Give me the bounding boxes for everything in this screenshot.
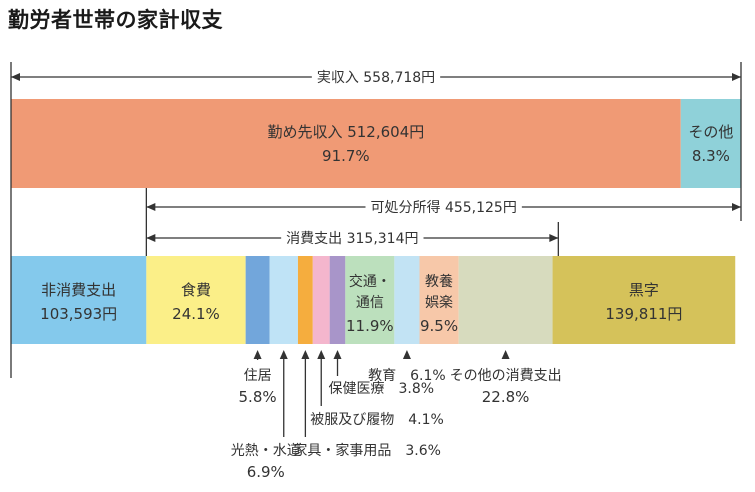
outgo-value-shokuhi: 24.1% <box>172 305 220 323</box>
outgo-label2-kyouraku: 娯楽 <box>425 295 453 311</box>
outgo-percent-kyouraku: 9.5% <box>420 317 458 335</box>
callout-label-sonota_shohi: その他の消費支出 <box>450 368 562 384</box>
income-percent-sonota_income: 8.3% <box>692 147 730 165</box>
outgo-bar-hishohi <box>11 256 147 344</box>
callout-label-jukyo: 住居 <box>244 368 272 384</box>
total-income-arrow-arrow-right <box>732 73 741 81</box>
callout-label-kagu: 家具・家事用品 3.6% <box>293 442 441 459</box>
outgo-bar-kagu <box>297 256 313 344</box>
outgo-label-hishohi: 非消費支出 <box>41 281 116 299</box>
total-income-arrow-label-mask <box>311 69 441 87</box>
income-label-kinmu: 勤め先収入 512,604円 <box>267 123 424 141</box>
callout-percent-kounetsu: 6.9% <box>247 463 285 481</box>
callout-arrow-jukyo <box>253 350 262 359</box>
disposable-income-arrow-arrow-left <box>146 203 156 211</box>
callout-arrow-kyoiku <box>402 350 411 359</box>
outgo-bar-kotsu <box>345 256 395 344</box>
outgo-bar-kuroji <box>552 256 736 344</box>
callout-label-hifuku: 被服及び履物 4.1% <box>310 412 444 428</box>
callout-arrow-sonota_shohi <box>501 350 510 359</box>
callout-label-kyoiku: 教育 6.1% <box>368 368 446 384</box>
outgo-bar-kounetsu <box>269 256 298 344</box>
outgo-bar-jukyo <box>245 256 270 344</box>
disposable-income-arrow-label-mask <box>365 198 522 217</box>
outgo-label-kuroji: 黒字 <box>629 281 659 299</box>
outgo-bar-shokuhi <box>146 256 246 344</box>
callout-arrow-kagu <box>301 350 310 359</box>
outgo-label-shokuhi: 食費 <box>181 281 211 299</box>
outgo-label-kotsu: 交通・ <box>349 273 391 290</box>
callout-percent-jukyo: 5.8% <box>239 388 277 406</box>
consumption-arrow-arrow-right <box>549 234 559 242</box>
total-income-arrow-arrow-left <box>11 73 20 81</box>
outgo-percent-kotsu: 11.9% <box>346 317 394 335</box>
callout-percent-sonota_shohi: 22.8% <box>482 388 530 406</box>
callout-label-kounetsu: 光熱・水道 <box>231 443 301 459</box>
outgo-value-hishohi: 103,593円 <box>40 305 117 323</box>
page-title: 勤労者世帯の家計収支 <box>8 8 223 32</box>
callout-label-hoken: 保健医療 3.8% <box>329 380 435 397</box>
outgo-bar-sonota_shohi <box>458 256 553 344</box>
disposable-income-arrow-label: 可処分所得 455,125円 <box>371 199 517 216</box>
income-percent-kinmu: 91.7% <box>322 147 370 165</box>
income-label-sonota_income: その他 <box>688 123 733 141</box>
consumption-arrow-label-mask <box>281 230 424 248</box>
outgo-bar-kyouraku <box>419 256 459 344</box>
income-bar-kinmu <box>11 99 681 188</box>
consumption-arrow-arrow-left <box>146 234 156 242</box>
consumption-arrow-label: 消費支出 315,314円 <box>286 231 418 247</box>
outgo-bar-kyoiku <box>394 256 420 344</box>
callout-arrow-hoken <box>333 350 342 359</box>
outgo-bar-hifuku <box>312 256 330 344</box>
total-income-arrow-label: 実収入 558,718円 <box>317 70 435 86</box>
income-bar-sonota_income <box>680 99 741 188</box>
outgo-label2-kotsu: 通信 <box>356 295 384 311</box>
disposable-income-arrow-arrow-right <box>732 203 741 211</box>
outgo-bar-hoken <box>329 256 346 344</box>
callout-arrow-kounetsu <box>279 350 288 359</box>
outgo-value-kuroji: 139,811円 <box>605 305 682 323</box>
outgo-label-kyouraku: 教養 <box>425 273 453 290</box>
callout-arrow-hifuku <box>317 350 326 359</box>
